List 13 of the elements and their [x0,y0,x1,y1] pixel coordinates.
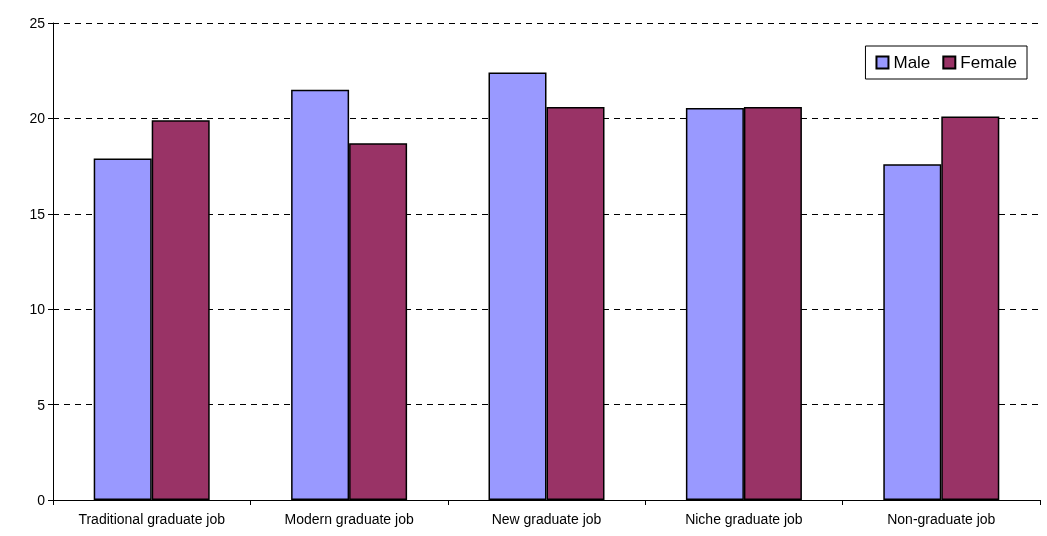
y-tick-label: 5 [37,396,46,413]
y-tick-label: 15 [29,205,46,222]
y-tick-label: 20 [29,110,46,127]
y-tick-label: 0 [37,492,46,508]
legend-label: Female [960,53,1017,72]
x-tick-label: Niche graduate job [685,511,803,527]
y-tick-label: 10 [29,301,46,318]
legend-label: Male [893,53,931,72]
x-tick-label: New graduate job [491,511,602,527]
x-tick-label: Modern graduate job [284,511,414,527]
x-tick-label: Non-graduate job [887,511,996,527]
x-tick-label: Traditional graduate job [78,511,226,527]
y-tick-label: 25 [29,15,46,31]
